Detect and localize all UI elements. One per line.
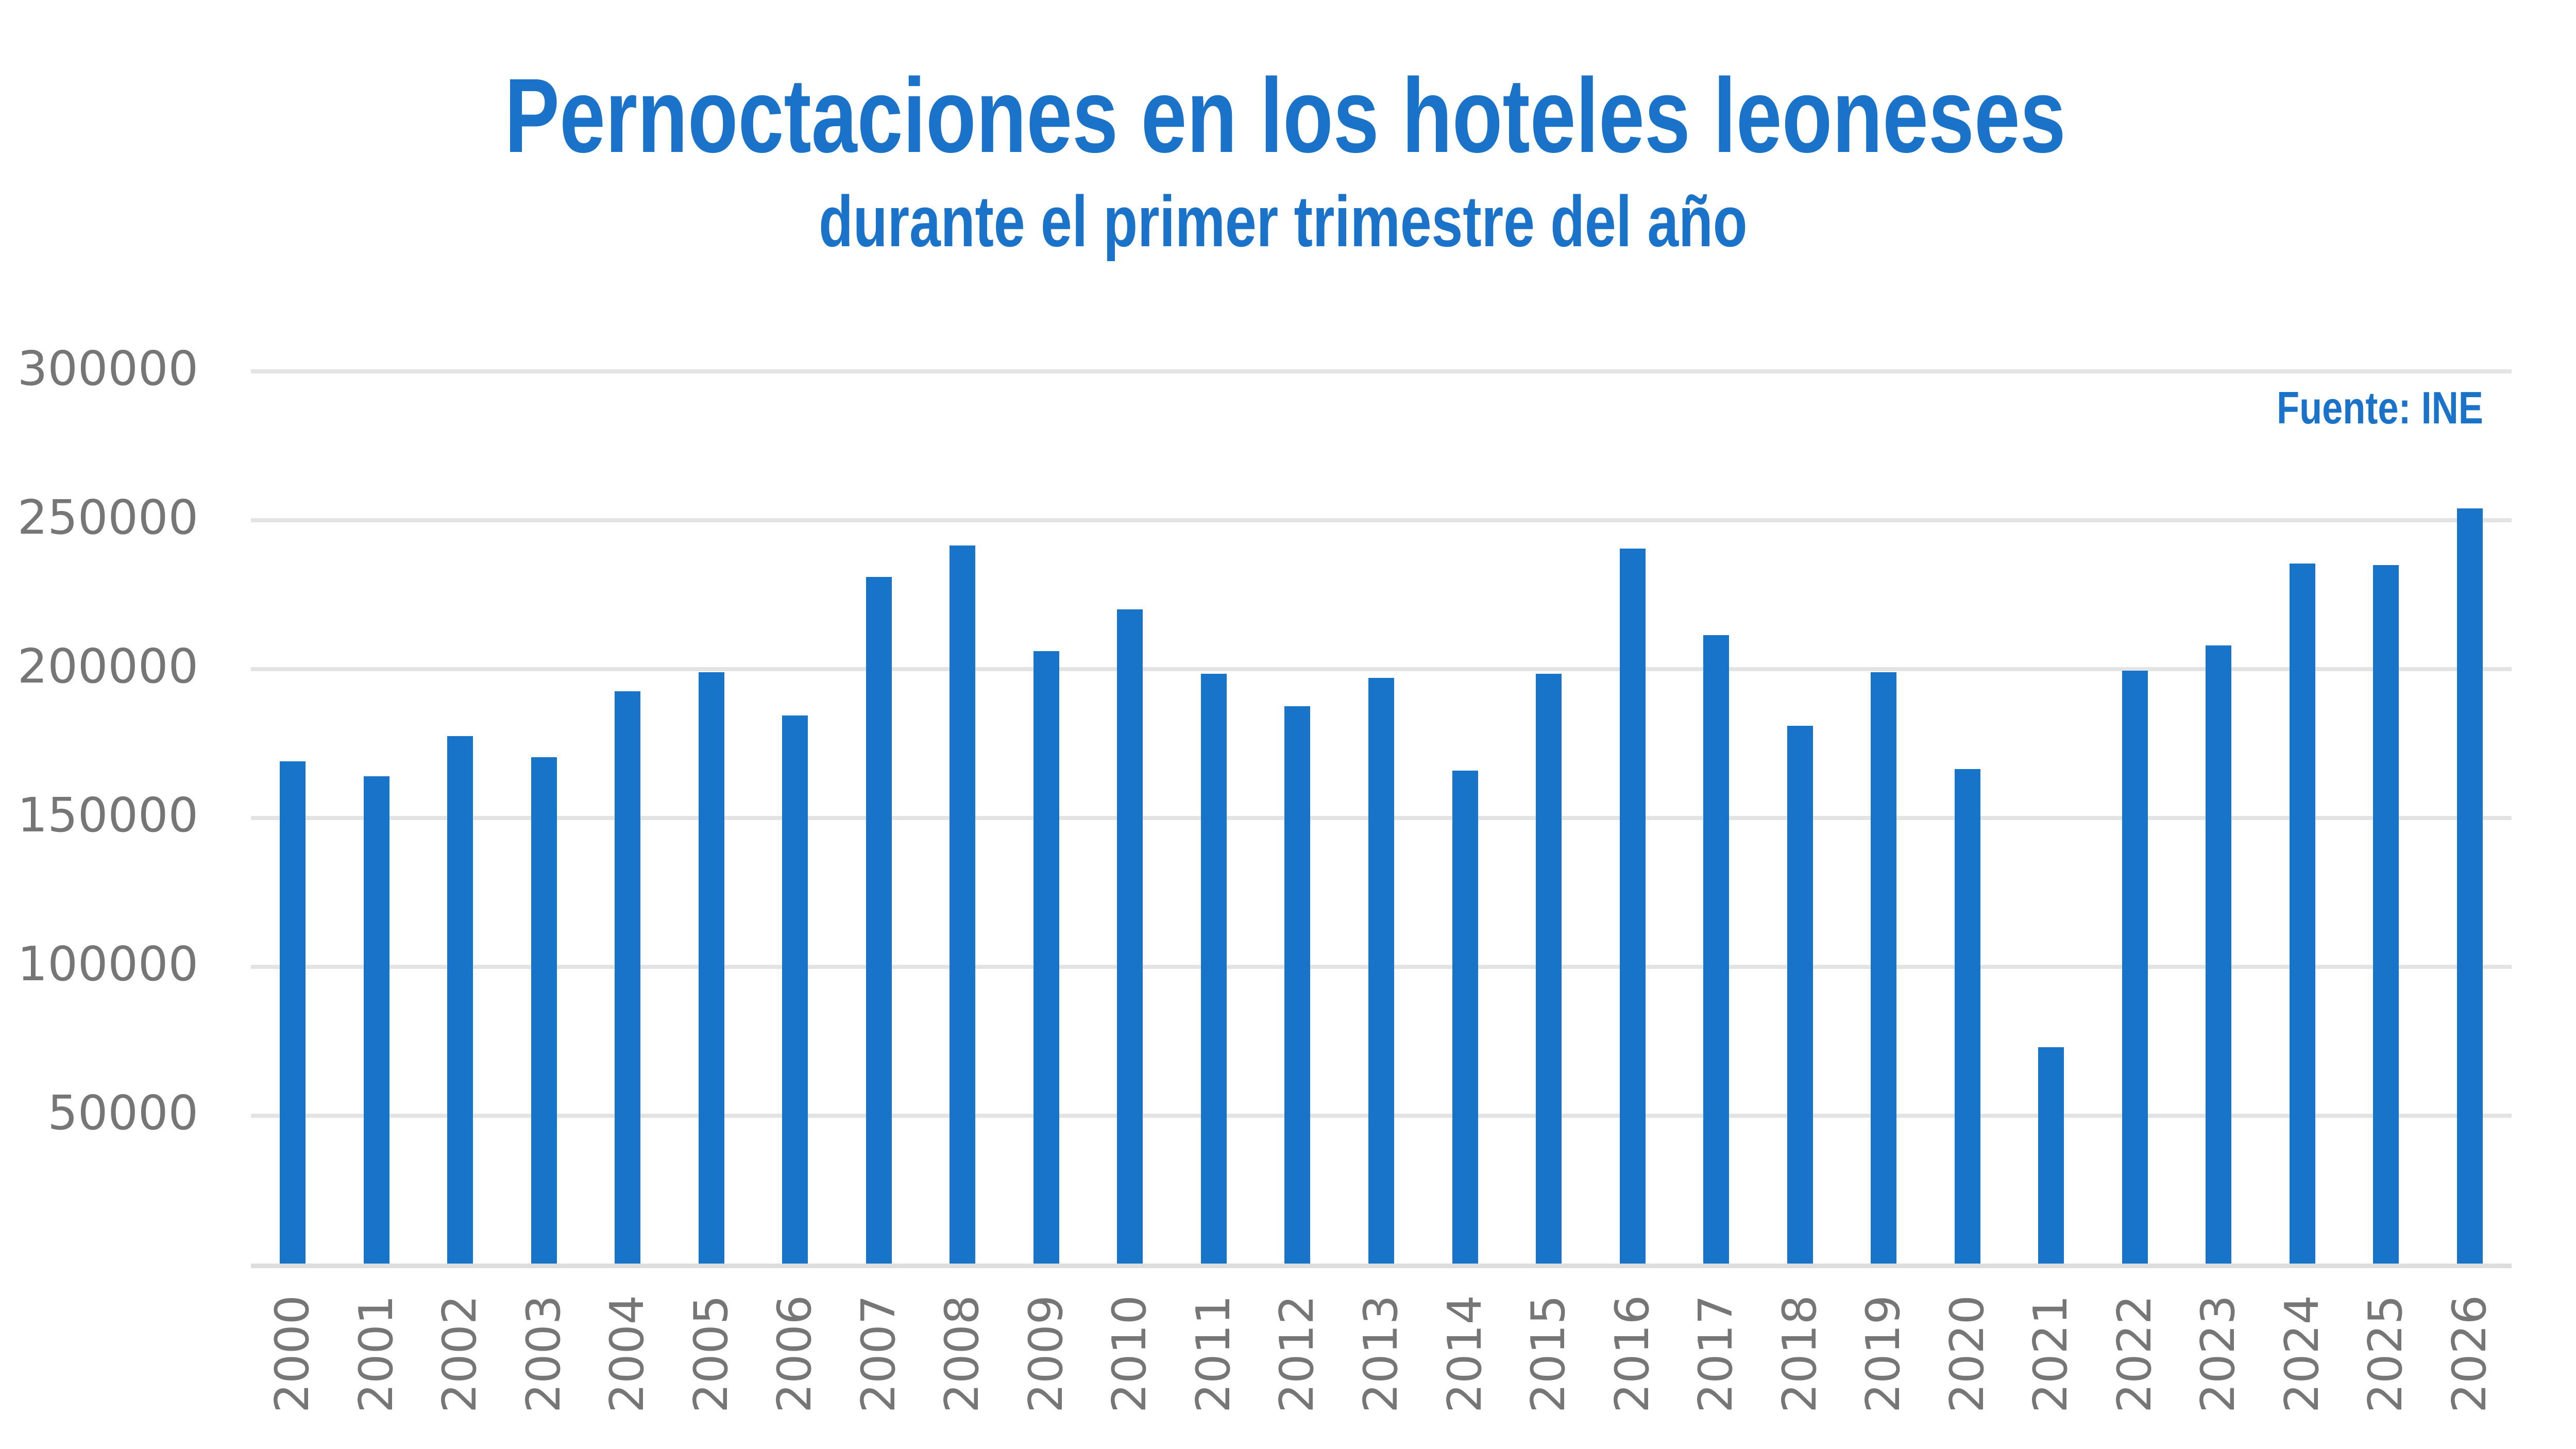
x-axis-tick-label: 2005 [684,1294,738,1413]
chart-title: Pernoctaciones en los hoteles leoneses [0,57,2571,175]
bar-2024[interactable] [2289,563,2315,1265]
bar-2026[interactable] [2456,508,2483,1265]
source-note-text: Fuente: INE [2277,382,2483,433]
bar-2012[interactable] [1284,706,1311,1265]
x-axis-tick-label: 2025 [2359,1294,2413,1413]
y-axis-tick-label: 100000 [17,936,198,992]
x-axis-tick-label: 2016 [1605,1294,1659,1413]
bar-2000[interactable] [280,761,306,1265]
x-axis-tick-label: 2015 [1521,1294,1576,1413]
x-axis-tick-label: 2006 [768,1294,822,1413]
bar-2022[interactable] [2122,670,2148,1265]
bar-2003[interactable] [531,757,557,1265]
y-axis-tick-label: 200000 [17,639,198,694]
bar-2010[interactable] [1117,609,1143,1265]
gridline [251,667,2512,671]
bar-2013[interactable] [1368,678,1394,1265]
bar-2001[interactable] [363,776,389,1265]
x-axis-tick-label: 2018 [1772,1294,1827,1413]
x-axis-tick-label: 2017 [1689,1294,1743,1413]
y-axis-tick-label: 50000 [47,1085,198,1140]
bar-2025[interactable] [2373,565,2399,1265]
x-axis-tick-label: 2013 [1354,1294,1408,1413]
chart-subtitle-text: durante el primer trimestre del año [818,181,1748,262]
bar-2009[interactable] [1033,651,1059,1265]
chart-subtitle: durante el primer trimestre del año [0,180,2566,263]
x-axis-tick-label: 2010 [1103,1294,1157,1413]
bar-2006[interactable] [782,715,808,1265]
x-axis-tick-label: 2019 [1856,1294,1911,1413]
x-axis-tick-label: 2022 [2107,1294,2162,1413]
y-axis-tick-label: 250000 [17,490,198,545]
y-axis-tick-label: 300000 [17,341,198,396]
bar-2019[interactable] [1871,672,1897,1265]
x-axis-tick-label: 2003 [516,1294,571,1413]
bar-2023[interactable] [2206,645,2232,1265]
x-axis-tick-label: 2026 [2442,1294,2497,1413]
x-axis-tick-label: 2008 [935,1294,990,1413]
gridline [251,369,2512,373]
bar-2020[interactable] [1954,769,1980,1265]
bar-2021[interactable] [2038,1047,2064,1265]
bar-2014[interactable] [1452,770,1478,1265]
bar-2015[interactable] [1536,673,1562,1265]
bar-2017[interactable] [1703,635,1730,1265]
x-axis-tick-label: 2021 [2024,1294,2078,1413]
bar-2018[interactable] [1787,725,1813,1265]
bar-2007[interactable] [866,576,892,1265]
x-axis-tick-label: 2011 [1186,1294,1241,1413]
x-axis-tick-label: 2001 [349,1294,403,1413]
bar-2016[interactable] [1619,548,1646,1265]
x-axis-tick-label: 2007 [851,1294,906,1413]
bar-2011[interactable] [1200,673,1227,1265]
x-axis-tick-label: 2012 [1270,1294,1325,1413]
x-axis-line [251,1264,2512,1268]
x-axis-tick-label: 2023 [2191,1294,2246,1413]
bar-2002[interactable] [447,736,473,1265]
chart-title-text: Pernoctaciones en los hoteles leoneses [504,57,2066,175]
x-axis-tick-label: 2002 [433,1294,487,1413]
bar-2004[interactable] [615,691,641,1265]
x-axis-tick-label: 2020 [1940,1294,1994,1413]
x-axis-tick-label: 2004 [600,1294,655,1413]
gridline [251,518,2512,522]
source-note: Fuente: INE [2231,382,2483,434]
x-axis-tick-label: 2000 [265,1294,320,1413]
y-axis-tick-label: 150000 [17,788,198,843]
x-axis-tick-label: 2014 [1437,1294,1492,1413]
x-axis-tick-label: 2009 [1019,1294,1073,1413]
x-axis-tick-label: 2024 [2275,1294,2329,1413]
bar-2005[interactable] [698,672,724,1265]
bar-2008[interactable] [950,545,976,1265]
